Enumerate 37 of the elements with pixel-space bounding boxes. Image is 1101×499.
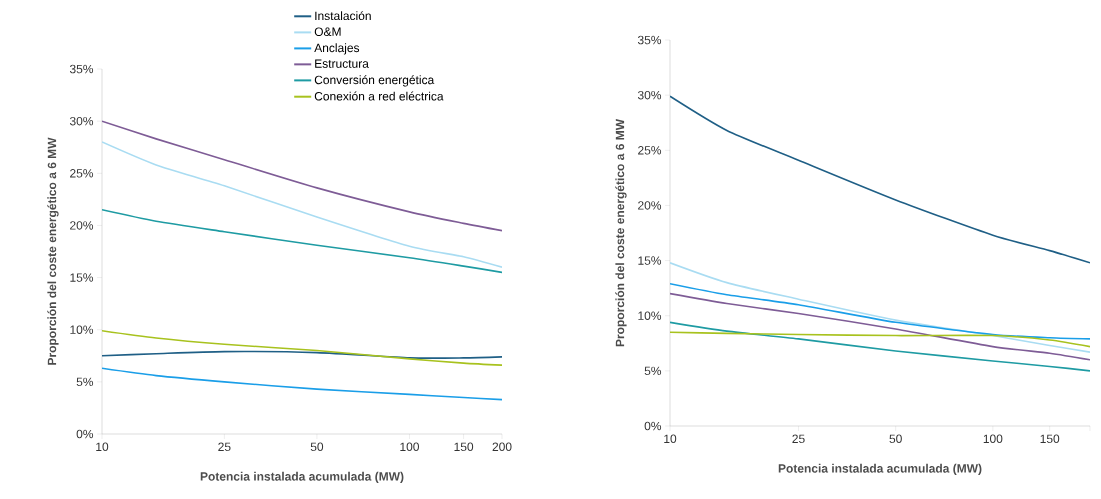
- x-tick-label: 150: [1040, 434, 1060, 444]
- legend-label: Anclajes: [314, 43, 360, 55]
- x-axis-title: Potencia instalada acumulada (MW): [778, 463, 982, 476]
- y-axis-title: Proporción del coste energético a 6 MW: [615, 118, 627, 347]
- y-tick-label: 30%: [637, 90, 662, 100]
- y-tick-label: 0%: [644, 421, 662, 431]
- y-tick-label: 35%: [637, 35, 662, 45]
- y-tick-label: 10%: [638, 311, 662, 320]
- y-tick-label: 20%: [638, 201, 662, 210]
- y-tick-label: 5%: [644, 366, 662, 376]
- y-tick-label: 25%: [638, 146, 662, 155]
- x-tick-label: 10: [664, 434, 677, 444]
- y-tick-label: 15%: [70, 273, 94, 282]
- y-tick-label: 35%: [69, 64, 94, 74]
- x-axis-title: Potencia instalada acumulada (MW): [200, 471, 404, 484]
- x-tick-label: 50: [889, 434, 902, 444]
- y-tick-label: 15%: [638, 256, 662, 265]
- legend-label: Conexión a red eléctrica: [314, 91, 444, 101]
- x-tick-label: 100: [983, 434, 1003, 444]
- y-axis-title: Proporción del coste energético a 6 MW: [47, 137, 59, 365]
- x-tick-label: 25: [792, 434, 805, 444]
- x-tick-label: 25: [218, 442, 231, 452]
- x-tick-label: 10: [96, 442, 109, 452]
- y-tick-label: 30%: [69, 116, 94, 126]
- x-tick-label: 100: [400, 442, 420, 452]
- legend-label: O&M: [314, 27, 341, 36]
- legend-label: Instalación: [315, 11, 371, 21]
- legend-label: Estructura: [315, 59, 369, 68]
- x-tick-label: 200: [492, 442, 512, 452]
- y-tick-label: 0%: [76, 429, 94, 439]
- y-tick-label: 20%: [70, 221, 94, 230]
- y-tick-label: 5%: [76, 377, 94, 387]
- x-tick-label: 50: [310, 442, 324, 452]
- x-tick-label: 150: [454, 442, 474, 452]
- y-tick-label: 10%: [70, 325, 94, 334]
- y-tick-label: 25%: [70, 169, 94, 178]
- legend-label: Conversión energética: [314, 75, 435, 87]
